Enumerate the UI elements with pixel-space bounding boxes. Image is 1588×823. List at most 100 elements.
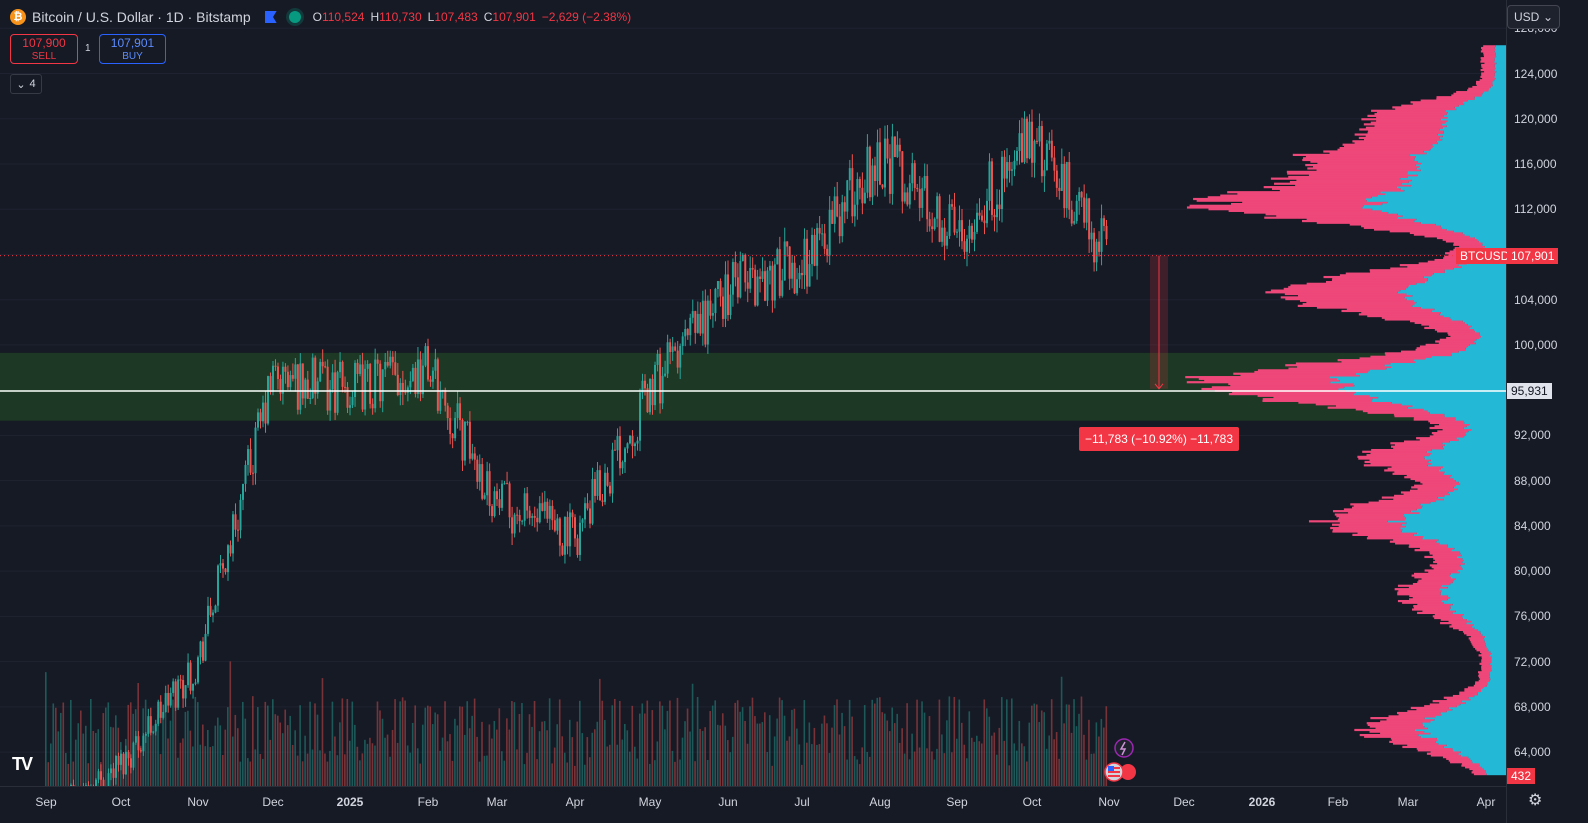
- volume-profile-bar: [1473, 328, 1506, 331]
- volume-profile-bar: [1481, 659, 1492, 662]
- candle-body: [1073, 221, 1076, 224]
- volume-bar: [498, 708, 501, 786]
- volume-profile-bar: [1336, 515, 1405, 518]
- volume-profile-bar: [1332, 523, 1402, 526]
- volume-bar: [639, 713, 641, 786]
- candle-body: [1016, 150, 1018, 161]
- volume-bar: [594, 729, 596, 786]
- candle-body: [948, 204, 951, 236]
- volume-profile-bar: [1480, 68, 1495, 72]
- time-tick-label: Oct: [111, 795, 131, 809]
- symbol-price-tag: BTCUSD: [1456, 247, 1514, 264]
- flag-icon[interactable]: [264, 11, 277, 23]
- buy-button[interactable]: 107,901 BUY: [99, 34, 166, 64]
- tradingview-logo-icon[interactable]: TV: [12, 754, 33, 774]
- candle-body: [1011, 169, 1013, 171]
- candle-body: [744, 255, 747, 283]
- volume-bar: [696, 696, 699, 786]
- volume-profile-bar: [1397, 216, 1506, 219]
- volume-bar: [1038, 722, 1041, 786]
- volume-bar: [219, 725, 222, 786]
- market-status-icon[interactable]: [288, 11, 301, 23]
- volume-profile-bar: [1407, 406, 1506, 409]
- volume-profile-bar: [1424, 717, 1506, 720]
- volume-bar: [488, 724, 491, 786]
- volume-profile-bar: [1452, 694, 1475, 698]
- volume-profile-bar: [1330, 381, 1506, 384]
- price-tick-label: 124,000: [1514, 66, 1558, 81]
- high-value: 110,730: [379, 10, 422, 24]
- volume-profile-bar: [1440, 711, 1506, 715]
- settings-gear-icon[interactable]: ⚙: [1528, 792, 1543, 809]
- volume-profile-bar: [1429, 552, 1461, 555]
- volume-profile-bar: [1417, 581, 1453, 584]
- volume-bar: [239, 761, 242, 786]
- candle-body: [636, 440, 639, 444]
- candle-body: [192, 683, 195, 691]
- volume-profile-bar: [1400, 187, 1506, 190]
- currency-select[interactable]: USD ⌄: [1507, 5, 1560, 29]
- volume-bar: [336, 755, 339, 786]
- candle-body: [631, 435, 634, 447]
- time-axis[interactable]: Sep Oct Nov Dec 2025 Feb Mar Apr May Jun Jul Aug Sep…: [0, 786, 1506, 823]
- bitcoin-icon[interactable]: ₿: [10, 9, 26, 25]
- volume-profile-bar: [1471, 759, 1506, 762]
- volume-profile-bar: [1365, 197, 1506, 201]
- volume-profile-bar: [1438, 742, 1506, 745]
- volume-bar: [911, 733, 913, 786]
- volume-bar: [664, 729, 666, 786]
- volume-profile-bar: [1491, 666, 1506, 669]
- volume-bar: [491, 738, 493, 786]
- candle-body: [189, 662, 192, 691]
- volume-profile-bar: [1486, 772, 1506, 776]
- volume-bar: [828, 752, 831, 786]
- candle-body: [122, 753, 125, 775]
- volume-profile-bar: [1384, 364, 1506, 367]
- volume-profile-bar: [1323, 150, 1424, 153]
- volume-bar: [369, 737, 371, 786]
- volume-bar: [563, 752, 566, 786]
- candle-body: [936, 196, 939, 219]
- volume-profile-bar: [1442, 238, 1478, 241]
- volume-bar: [411, 722, 414, 786]
- price-axis[interactable]: 128,000124,000120,000116,000112,000108,0…: [1506, 0, 1588, 823]
- symbol-title[interactable]: Bitcoin / U.S. Dollar · 1D · Bitstamp: [32, 9, 251, 25]
- volume-profile-bar: [1494, 72, 1506, 75]
- last-price-tag: 107,901: [1507, 247, 1559, 264]
- volume-bar: [45, 672, 47, 786]
- volume-profile-bar: [1237, 192, 1386, 196]
- volume-bar: [619, 700, 621, 786]
- volume-bar: [244, 718, 247, 786]
- candle-body: [304, 379, 307, 399]
- candle-body: [102, 779, 105, 786]
- volume-bar: [983, 699, 986, 786]
- volume-profile-bar: [1398, 713, 1442, 716]
- candle-body: [566, 516, 569, 547]
- volume-bar: [813, 727, 816, 786]
- volume-profile-bar: [1450, 761, 1473, 764]
- volume-bar: [85, 725, 87, 786]
- volume-profile-bar: [1495, 77, 1506, 80]
- earnings-event-icon[interactable]: [1120, 764, 1136, 780]
- volume-profile-bar: [1363, 464, 1428, 467]
- volume-bar: [631, 705, 634, 786]
- volume-profile-bar: [1433, 433, 1467, 436]
- volume-bar: [486, 755, 488, 786]
- events-icons[interactable]: [1104, 738, 1138, 782]
- volume-profile-bar: [1414, 479, 1456, 482]
- volume-bar: [918, 747, 921, 786]
- price-chart[interactable]: [0, 0, 1506, 786]
- volume-profile-bar: [1461, 265, 1506, 268]
- volume-profile-bar: [1377, 194, 1506, 197]
- candle-body: [471, 453, 474, 459]
- candle-body: [264, 402, 267, 424]
- candle-body: [946, 235, 949, 246]
- volume-profile-bar: [1388, 211, 1506, 214]
- volume-profile-bar: [1204, 379, 1340, 382]
- volume-bar: [1088, 719, 1090, 786]
- sell-button[interactable]: 107,900 SELL: [10, 34, 78, 64]
- volume-bar: [916, 699, 918, 786]
- flash-event-icon[interactable]: [1114, 738, 1134, 758]
- volume-profile-bar: [1431, 462, 1506, 465]
- indicators-toggle[interactable]: ⌄ 4: [10, 74, 42, 94]
